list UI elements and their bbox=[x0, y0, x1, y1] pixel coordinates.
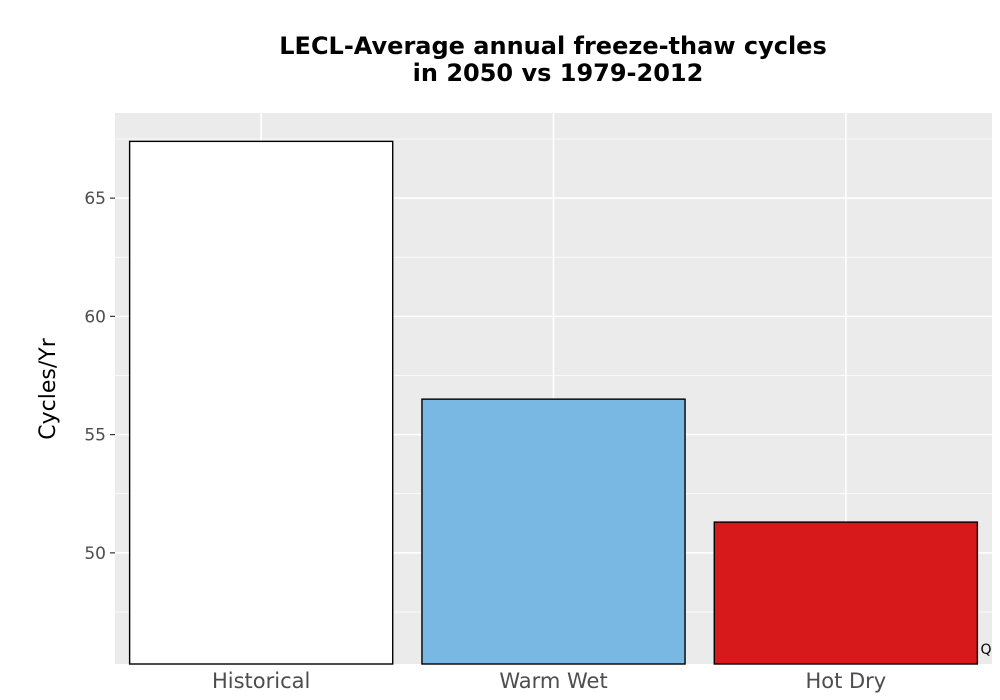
chart-title-line-2: in 2050 vs 1979-2012 bbox=[413, 59, 704, 87]
bar-hot-dry bbox=[713, 521, 979, 665]
y-tick-label: 65 bbox=[84, 189, 106, 209]
x-axis: Historical Warm Wet Hot Dry bbox=[212, 669, 886, 693]
x-tick-label: Historical bbox=[212, 669, 310, 693]
y-tick-label: 50 bbox=[84, 544, 106, 564]
chart-title-line-1: LECL-Average annual freeze-thaw cycles bbox=[279, 32, 826, 60]
bar-warm-wet bbox=[421, 398, 686, 665]
bars bbox=[128, 140, 979, 665]
bar-historical bbox=[128, 140, 394, 665]
x-tick-label: Hot Dry bbox=[805, 669, 886, 693]
y-tick-label: 60 bbox=[84, 307, 106, 327]
x-tick-label: Warm Wet bbox=[499, 669, 607, 693]
corner-annotation: Q bbox=[980, 642, 991, 658]
y-axis: 50 55 60 65 bbox=[84, 189, 115, 564]
y-tick-label: 55 bbox=[84, 426, 106, 446]
y-axis-title: Cycles/Yr bbox=[36, 337, 61, 439]
